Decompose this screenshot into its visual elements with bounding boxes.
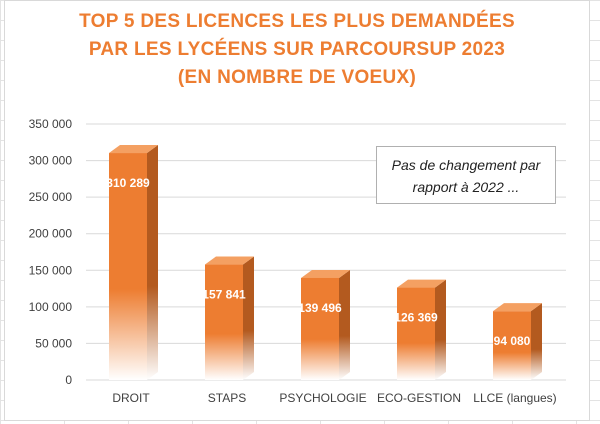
bar-side: [243, 256, 254, 380]
annotation-callout: Pas de changement par rapport à 2022 ...: [376, 146, 556, 204]
bar-side: [531, 303, 542, 380]
y-tick-label: 300 000: [29, 154, 73, 168]
x-category-label: LLCE (langues): [473, 391, 556, 405]
y-tick-label: 150 000: [29, 263, 73, 277]
bar: [205, 264, 243, 380]
bar-value-label: 139 496: [298, 301, 342, 315]
chart-title-line-3: (EN NOMBRE DE VOEUX): [177, 67, 417, 88]
y-tick-label: 250 000: [29, 190, 73, 204]
annotation-line-1: Pas de changement par: [391, 157, 541, 173]
chart-area[interactable]: TOP 5 DES LICENCES LES PLUS DEMANDÉES PA…: [4, 0, 590, 421]
bar-value-label: 126 369: [394, 311, 438, 325]
bar: [493, 311, 531, 380]
chart-title-line-1: TOP 5 DES LICENCES LES PLUS DEMANDÉES: [79, 11, 515, 32]
x-category-label: DROIT: [112, 391, 150, 405]
bar: [397, 287, 435, 380]
bar-top: [205, 256, 254, 265]
y-tick-label: 50 000: [35, 336, 72, 350]
bar: [301, 277, 339, 380]
chart-title-line-2: PAR LES LYCÉENS SUR PARCOURSUP 2023: [88, 39, 506, 60]
x-category-label: PSYCHOLOGIE: [279, 391, 366, 405]
bar-side: [339, 269, 350, 380]
y-tick-label: 200 000: [29, 227, 73, 241]
bar-top: [493, 303, 542, 312]
y-tick-label: 350 000: [29, 117, 73, 131]
bar-top: [109, 145, 158, 154]
y-tick-label: 0: [65, 373, 72, 387]
x-category-label: ECO-GESTION: [377, 391, 461, 405]
bar-top: [397, 279, 446, 288]
annotation-line-2: rapport à 2022 ...: [412, 179, 520, 195]
x-category-label: STAPS: [208, 391, 246, 405]
bar-side: [435, 279, 446, 380]
bar: [109, 153, 147, 380]
bar-value-label: 310 289: [106, 176, 150, 190]
bar-value-label: 94 080: [494, 334, 531, 348]
y-tick-label: 100 000: [29, 300, 73, 314]
bar-value-label: 157 841: [202, 288, 246, 302]
bar-side: [147, 145, 158, 380]
bar-top: [301, 269, 350, 278]
